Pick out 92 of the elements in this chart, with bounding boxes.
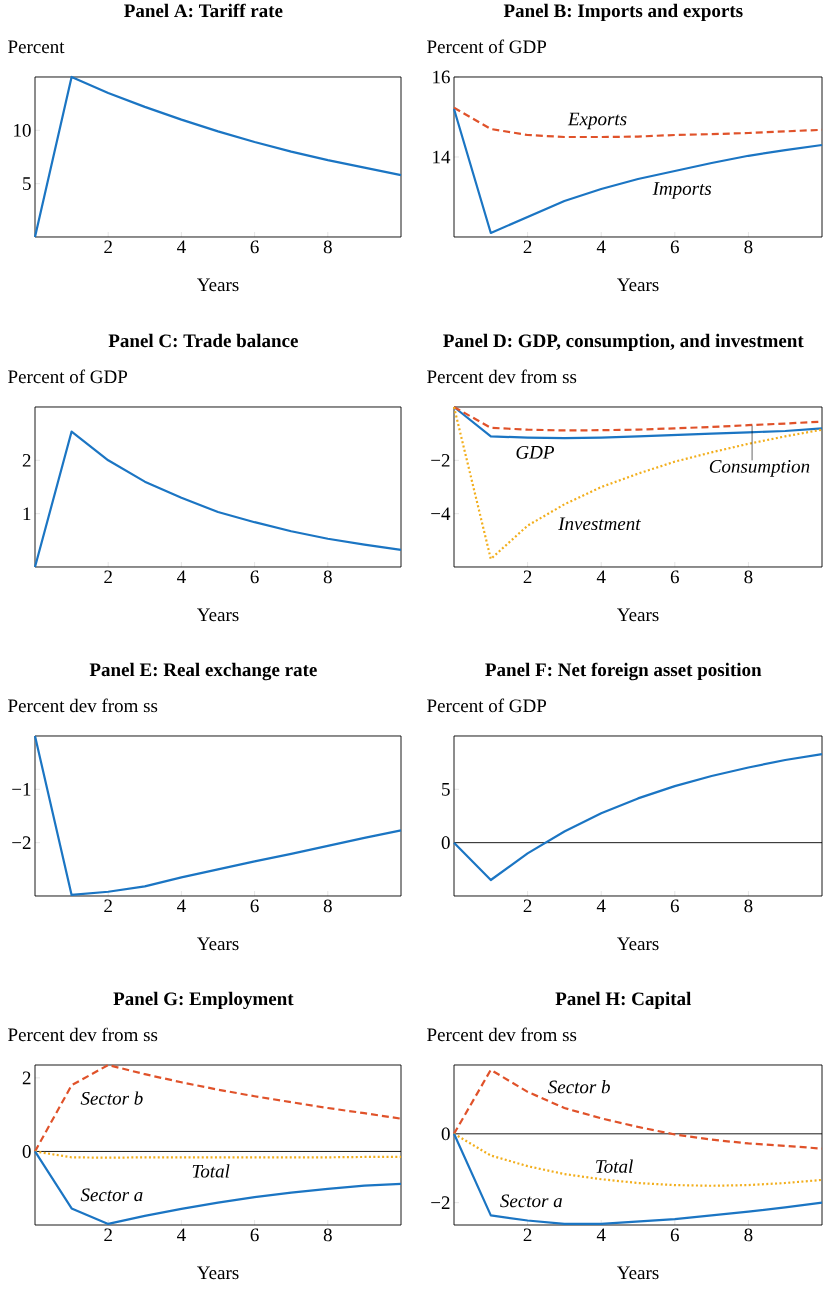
y-axis-title: Percent dev from ss	[427, 369, 577, 384]
series-label: Sector b	[547, 1079, 610, 1094]
x-tick-label: 4	[596, 899, 606, 913]
x-tick-label: 4	[177, 570, 186, 584]
line-series	[33, 1063, 403, 1153]
x-tick-label: 8	[323, 240, 332, 254]
chart-title: Panel E: Real exchange rate	[89, 662, 317, 681]
x-tick-label: 4	[177, 899, 186, 913]
x-tick-label: 8	[323, 1228, 332, 1242]
chart-title: Panel F: Net foreign asset position	[485, 662, 762, 681]
x-tick-label: 4	[596, 1228, 606, 1242]
y-tick-label: −1	[12, 783, 31, 796]
y-tick-label: −2	[431, 1196, 450, 1209]
x-tick-label: 6	[670, 1228, 679, 1242]
chart-title: Panel A: Tariff rate	[124, 3, 283, 18]
line-series	[452, 1132, 824, 1187]
chart-title: Panel H: Capital	[555, 991, 692, 1010]
y-tick-label: 5	[442, 783, 450, 796]
y-tick-label: 2	[22, 454, 31, 467]
y-axis-title: Percent of GDP	[427, 698, 547, 713]
x-tick-label: 2	[104, 899, 112, 913]
x-tick-label: 4	[177, 1228, 186, 1242]
x-tick-label: 2	[104, 240, 112, 254]
series-label: Investment	[558, 517, 641, 531]
y-tick-label: 0	[441, 1127, 450, 1141]
y-tick-label: 1	[23, 507, 31, 520]
y-axis-title: Percent of GDP	[8, 369, 128, 384]
y-axis-title: Percent	[8, 40, 65, 54]
line-series	[452, 753, 824, 882]
series-label: Total	[596, 1159, 633, 1173]
y-tick-label: 16	[433, 70, 450, 84]
chart-title: Panel G: Employment	[113, 991, 294, 1010]
x-axis-title: Years	[197, 278, 239, 292]
x-tick-label: 8	[323, 899, 332, 913]
x-tick-label: 2	[523, 240, 532, 254]
series-label: Sector b	[80, 1091, 143, 1105]
y-tick-label: 14	[433, 150, 451, 164]
x-tick-label: 2	[104, 570, 112, 584]
x-axis-title: Years	[197, 1266, 239, 1280]
y-axis-title: Percent dev from ss	[427, 1027, 577, 1042]
x-tick-label: 8	[744, 899, 753, 913]
y-axis-title: Percent dev from ss	[8, 698, 158, 713]
x-tick-label: 2	[523, 570, 532, 584]
chart-title: Panel C: Trade balance	[108, 333, 298, 348]
y-tick-label: 5	[23, 177, 31, 190]
line-series	[33, 75, 403, 239]
y-tick-label: −2	[431, 454, 450, 467]
x-tick-label: 8	[744, 240, 753, 254]
x-tick-label: 2	[523, 1228, 532, 1242]
x-tick-label: 6	[250, 1228, 259, 1242]
chart-title: Panel B: Imports and exports	[503, 3, 743, 22]
x-axis-title: Years	[617, 608, 659, 622]
y-tick-label: 0	[441, 836, 450, 850]
y-tick-label: 2	[22, 1071, 31, 1085]
x-axis-title: Years	[617, 937, 659, 951]
y-tick-label: 10	[14, 123, 31, 137]
x-tick-label: 6	[670, 899, 679, 913]
series-label: Sector a	[80, 1188, 143, 1202]
series-label: Consumption	[709, 460, 810, 477]
x-tick-label: 2	[104, 1228, 112, 1242]
x-tick-label: 2	[523, 899, 532, 913]
x-tick-label: 6	[250, 240, 259, 254]
line-series	[33, 430, 403, 569]
line-series	[33, 1150, 403, 1225]
series-label: Sector a	[500, 1194, 562, 1208]
y-axis-title: Percent dev from ss	[8, 1027, 158, 1042]
x-tick-label: 6	[250, 899, 259, 913]
x-tick-label: 6	[250, 570, 259, 584]
x-tick-label: 4	[596, 570, 606, 584]
x-axis-title: Years	[617, 278, 659, 292]
y-tick-label: 0	[22, 1145, 31, 1158]
series-label: Exports	[567, 112, 627, 130]
series-label: GDP	[516, 445, 554, 459]
x-tick-label: 8	[744, 1228, 753, 1242]
x-axis-title: Years	[617, 1266, 659, 1280]
x-tick-label: 4	[596, 240, 606, 254]
x-tick-label: 6	[670, 240, 679, 254]
y-tick-label: −2	[12, 836, 31, 849]
chart-title: Panel D: GDP, consumption, and investment	[443, 333, 804, 352]
y-tick-label: −4	[431, 507, 451, 520]
series-label: Imports	[652, 182, 712, 199]
x-tick-label: 8	[744, 570, 753, 584]
series-label: Total	[192, 1164, 230, 1178]
x-axis-title: Years	[197, 937, 239, 951]
y-axis-title: Percent of GDP	[427, 39, 547, 54]
line-series	[452, 1068, 824, 1150]
x-tick-label: 4	[177, 240, 186, 254]
line-series	[33, 734, 403, 897]
x-tick-label: 6	[670, 570, 679, 584]
x-axis-title: Years	[197, 608, 239, 622]
line-series	[452, 405, 824, 561]
x-tick-label: 8	[323, 570, 332, 584]
